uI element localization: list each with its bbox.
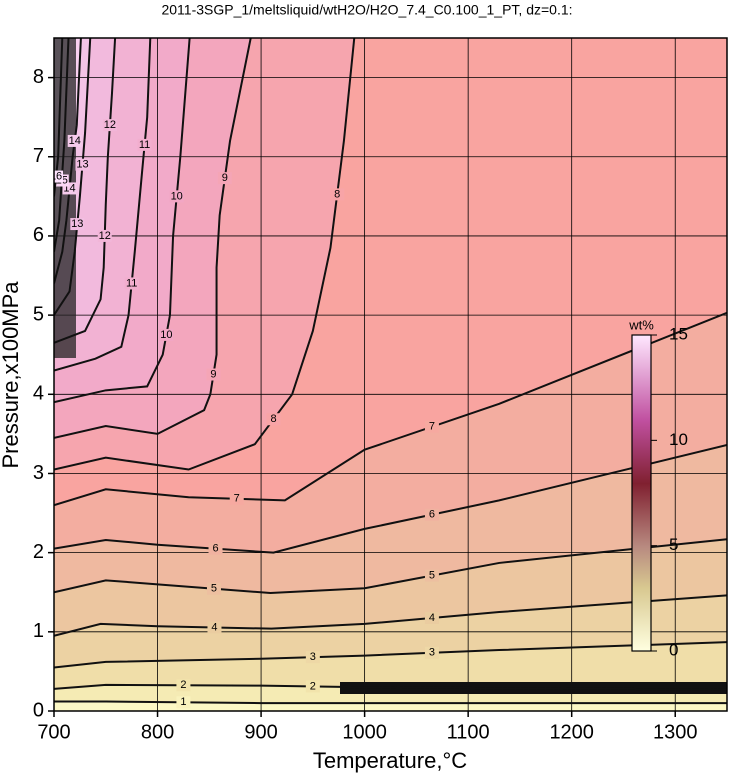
y-tick-label: 4 <box>33 383 44 405</box>
colorbar: wt% 0 5 10 15 <box>628 317 688 659</box>
contour-label: 9 <box>210 368 216 380</box>
contour-label-box <box>424 420 439 433</box>
y-tick-label: 1 <box>33 620 44 642</box>
contour-label: 9 <box>222 172 228 184</box>
contour-label-box <box>169 190 184 203</box>
contour-label-box <box>266 413 281 426</box>
colorbar-tick-label: 0 <box>669 640 678 659</box>
contour-label-box <box>176 679 191 692</box>
colorbar-tick-label: 10 <box>669 430 688 449</box>
contour-label-box <box>206 582 221 595</box>
x-tick-label: 1100 <box>447 721 490 743</box>
contour-label: 14 <box>69 135 81 147</box>
contour-label: 4 <box>211 621 217 633</box>
contour-label-box <box>305 680 320 693</box>
contour-label: 6 <box>429 509 435 521</box>
contour-label: 12 <box>99 230 111 242</box>
y-tick-label: 6 <box>33 224 44 246</box>
y-tick-label: 2 <box>33 541 44 563</box>
contour-label: 3 <box>310 651 316 663</box>
contour-label-box <box>305 651 320 664</box>
contour-line <box>54 683 727 691</box>
colorbar-tick-label: 15 <box>669 324 688 343</box>
contour-line <box>54 311 727 507</box>
contour-label-box <box>70 218 85 231</box>
colorbar-tick-label: 5 <box>669 535 678 554</box>
colorbar-scale <box>631 334 652 652</box>
contour-label: 13 <box>71 218 83 230</box>
contour-label: 6 <box>212 543 218 555</box>
contour-label: 1 <box>180 696 186 708</box>
x-tick-label: 1200 <box>549 721 594 743</box>
contour-line <box>54 538 727 595</box>
plot-frame <box>53 37 728 712</box>
y-tick-label: 7 <box>33 145 44 167</box>
contour-label-box <box>102 119 117 132</box>
contour-label-box <box>159 328 174 341</box>
x-tick-label: 800 <box>141 721 174 743</box>
grid <box>53 38 727 712</box>
contour-label: 3 <box>429 647 435 659</box>
y-axis-label: Pressure,x100MPa <box>0 281 23 469</box>
contour-label: 8 <box>270 413 276 425</box>
contour-label: 11 <box>139 139 150 151</box>
contour-line <box>54 38 356 471</box>
contour-label: 8 <box>334 188 340 200</box>
contour-label-box <box>137 138 152 151</box>
contour-label-box <box>176 696 191 709</box>
contour-line <box>54 594 727 637</box>
contour-label-box <box>217 172 232 185</box>
contour-label-box <box>330 188 345 201</box>
colorbar-label: wt% <box>628 317 654 332</box>
contour-line <box>54 443 727 554</box>
contour-label: 13 <box>76 159 88 171</box>
x-axis-label: Temperature,°C <box>313 748 467 773</box>
contour-label: 16 <box>50 170 62 182</box>
y-tick-label: 3 <box>33 462 44 484</box>
chart-title: 2011-3SGP_1/meltsliquid/wtH2O/H2O_7.4_C0… <box>161 2 572 18</box>
contour-label: 12 <box>104 119 116 131</box>
contour-label-box <box>67 134 82 147</box>
contour-label: 10 <box>171 190 183 202</box>
contour-line <box>54 38 64 197</box>
contour-label-box <box>424 611 439 624</box>
contour-label-box <box>208 542 223 555</box>
contour-label: 5 <box>429 570 435 582</box>
x-tick-label: 900 <box>244 721 277 743</box>
x-tick-label: 1000 <box>342 721 387 743</box>
contour-label-box <box>54 170 64 183</box>
contour-label: 10 <box>160 329 172 341</box>
x-tick-label: 1300 <box>653 721 698 743</box>
contour-label: 11 <box>126 277 137 289</box>
contour-label: 2 <box>310 680 316 692</box>
contour-label: 4 <box>429 612 435 624</box>
contour-label-box <box>124 277 139 290</box>
filled-contours <box>54 38 727 711</box>
contour-label: 7 <box>234 493 240 505</box>
y-tick-label: 5 <box>33 303 44 325</box>
contour-lines: 1223344556677889910101111121213131414151… <box>50 38 727 709</box>
contour-label-box <box>424 569 439 582</box>
x-tick-label: 700 <box>37 721 70 743</box>
y-tick-label: 8 <box>33 66 44 88</box>
contour-label-box <box>206 368 221 381</box>
contour-label: 5 <box>211 583 217 595</box>
contour-label-box <box>229 492 244 505</box>
contour-label-box <box>207 621 222 634</box>
contour-label: 7 <box>429 421 435 433</box>
contour-label: 2 <box>180 679 186 691</box>
contour-label-box <box>75 158 90 171</box>
contour-label-box <box>97 229 112 242</box>
contour-label-box <box>424 508 439 521</box>
y-tick-label: 0 <box>33 699 44 721</box>
contour-label-box <box>424 646 439 659</box>
